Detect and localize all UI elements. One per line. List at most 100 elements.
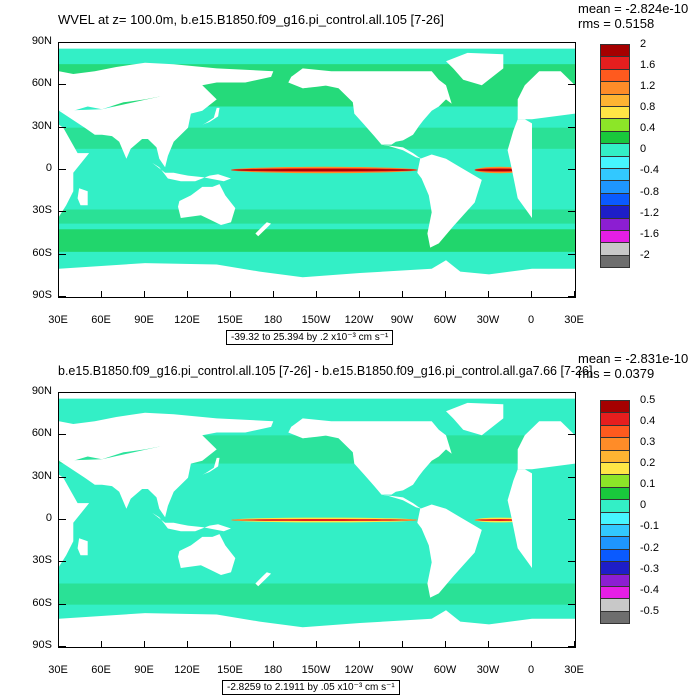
- colorbar-label: 1.2: [640, 80, 656, 93]
- colorbar-swatch: [600, 610, 630, 625]
- colorbar-label: 0: [640, 499, 647, 512]
- colorbar-label: 0.1: [640, 478, 656, 491]
- colorbar-label: 0: [640, 143, 647, 156]
- asia-south-land: [59, 435, 217, 518]
- lon-tick-label: 150W: [301, 664, 331, 676]
- colorbar-swatch: [600, 474, 630, 488]
- australia-land: [178, 534, 236, 575]
- colorbar-swatch: [600, 68, 630, 83]
- lat-tick: [58, 603, 66, 605]
- madagascar-land: [77, 538, 88, 556]
- lon-tick-label: 60W: [433, 664, 457, 676]
- lat-tick-label: 30S: [32, 204, 52, 217]
- lat-tick: [568, 476, 576, 478]
- antarctica-land: [59, 260, 575, 297]
- lon-tick: [101, 291, 102, 297]
- lon-tick: [488, 291, 489, 297]
- lon-tick-label: 60W: [433, 314, 457, 326]
- arctic-mask: [59, 43, 575, 49]
- lon-tick: [230, 641, 231, 647]
- lon-tick: [402, 641, 403, 647]
- greenland-land: [446, 402, 504, 436]
- lat-tick: [568, 253, 576, 255]
- north-america-land: [291, 68, 452, 145]
- lat-tick: [58, 646, 66, 647]
- lat-tick: [568, 646, 576, 647]
- lat-tick-label: 60N: [31, 427, 52, 440]
- colorbar-swatch: [600, 81, 630, 95]
- lon-tick: [144, 641, 145, 647]
- lat-tick: [58, 392, 66, 393]
- lat-tick-label: 60S: [32, 596, 52, 609]
- bottom-map-svg: [59, 393, 575, 647]
- lat-tick: [58, 476, 66, 478]
- central-america-land: [381, 144, 422, 159]
- alaska-land: [288, 421, 329, 439]
- lat-tick: [568, 392, 576, 393]
- ocean-band: [59, 127, 575, 149]
- indonesia-land: [152, 162, 231, 182]
- lon-tick: [531, 641, 532, 647]
- lon-tick: [273, 291, 274, 297]
- lat-tick: [568, 126, 576, 128]
- uk-land: [522, 436, 531, 450]
- bottom-rms: rms = 0.0379: [578, 366, 655, 381]
- top-map: [58, 42, 576, 298]
- lat-tick-label: 30N: [31, 119, 52, 132]
- lon-tick: [445, 291, 446, 297]
- top-map-svg: [59, 43, 575, 297]
- lat-tick: [568, 296, 576, 297]
- ocean-band: [59, 583, 575, 605]
- colorbar-label: 0.4: [640, 122, 656, 135]
- south-america-land: [417, 154, 482, 248]
- colorbar-swatch: [600, 598, 630, 612]
- africa-west-land: [507, 469, 532, 568]
- top-range-label: -39.32 to 25.394 by .2 x10⁻³ cm s⁻¹: [226, 330, 394, 345]
- colorbar-swatch: [600, 486, 630, 501]
- lat-tick-label: 0: [45, 162, 52, 174]
- colorbar-swatch: [600, 548, 630, 563]
- colorbar-label: 0.2: [640, 457, 656, 470]
- lon-tick-label: 150E: [217, 314, 243, 326]
- colorbar-swatch: [600, 130, 630, 145]
- colorbar-label: -0.4: [640, 583, 659, 596]
- colorbar-label: -0.2: [640, 541, 659, 554]
- lon-tick: [316, 291, 317, 297]
- lon-tick-label: 30E: [564, 664, 584, 676]
- lon-tick: [187, 291, 188, 297]
- lon-tick: [144, 291, 145, 297]
- colorbar-label: -0.3: [640, 562, 659, 575]
- colorbar-swatch: [600, 180, 630, 194]
- lat-tick: [568, 561, 576, 563]
- lat-tick: [58, 42, 66, 43]
- australia-land: [178, 184, 236, 225]
- lon-tick-label: 0: [527, 314, 535, 326]
- colorbar-swatch: [600, 106, 630, 120]
- colorbar-swatch: [600, 168, 630, 182]
- lon-tick-label: 90E: [134, 664, 154, 676]
- lat-tick: [58, 561, 66, 563]
- lat-tick-label: 60S: [32, 246, 52, 259]
- colorbar-swatch: [600, 230, 630, 244]
- lon-tick-label: 180: [263, 314, 283, 326]
- lon-tick-label: 0: [527, 664, 535, 676]
- lon-tick: [359, 641, 360, 647]
- eurasia-land: [59, 412, 274, 461]
- equatorial-stripe: [231, 519, 418, 521]
- colorbar-swatch: [600, 118, 630, 132]
- colorbar-label: -1.6: [640, 227, 659, 240]
- colorbar-swatch: [600, 93, 630, 107]
- lat-tick-label: 30S: [32, 554, 52, 567]
- japan-land: [202, 107, 220, 125]
- eurasia-land: [59, 62, 274, 111]
- colorbar-swatch: [600, 424, 630, 439]
- japan-land: [202, 457, 220, 475]
- colorbar-label: -2: [640, 248, 650, 261]
- lat-tick-label: 90S: [32, 289, 52, 301]
- colorbar-label: 0.4: [640, 415, 656, 428]
- colorbar-swatch: [600, 254, 630, 269]
- lon-tick: [230, 291, 231, 297]
- lon-tick-label: 30E: [48, 664, 68, 676]
- lon-tick-label: 30W: [476, 314, 500, 326]
- africa-land: [59, 124, 90, 217]
